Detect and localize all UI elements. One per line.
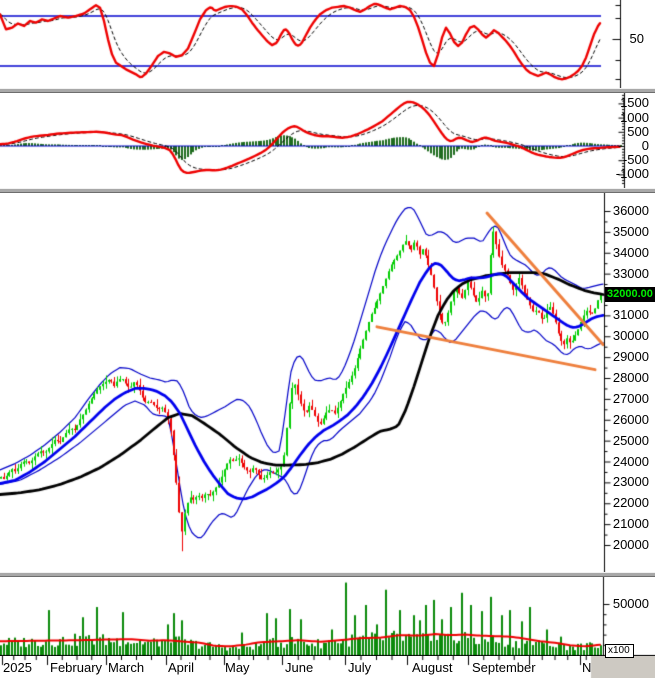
y-tick-label: 23000 <box>612 474 649 490</box>
volume-axis-label: 50000 <box>612 596 649 611</box>
y-tick-label: 30000 <box>612 328 649 344</box>
y-tick-label: 36000 <box>612 203 649 218</box>
x-axis-label: August <box>412 660 453 675</box>
panel-splitter[interactable] <box>0 572 655 577</box>
y-tick-label: 25000 <box>612 432 649 448</box>
y-tick-label: 34000 <box>612 244 649 260</box>
y-tick-label: 0 <box>641 138 649 153</box>
x-axis-label: April <box>168 660 195 675</box>
panel-splitter[interactable] <box>0 188 655 193</box>
y-tick-label: 20000 <box>612 537 649 552</box>
x-axis-label: May <box>225 660 250 675</box>
volume-unit-badge: x100 <box>605 644 634 658</box>
macd-panel-plot[interactable] <box>0 93 655 188</box>
y-tick-label: 500 <box>627 123 649 139</box>
y-tick-label: 1000 <box>620 109 649 125</box>
x-axis-label: 2025 <box>3 660 32 675</box>
x-axis-label: June <box>285 660 314 675</box>
y-tick-label: 1500 <box>620 95 649 111</box>
y-tick-label: 29000 <box>612 349 649 365</box>
volume-panel-plot[interactable] <box>0 577 655 656</box>
candlestick-panel-plot[interactable] <box>0 193 655 572</box>
x-axis-label: March <box>108 660 145 675</box>
y-tick-label: 21000 <box>612 516 649 532</box>
y-tick-label: 28000 <box>612 370 649 385</box>
x-axis-label: February <box>50 660 103 675</box>
y-tick-label: 31000 <box>612 307 649 323</box>
y-tick-label: 33000 <box>612 265 649 281</box>
y-tick-label: -1000 <box>615 166 649 182</box>
x-axis-label: September <box>472 660 536 675</box>
panel-splitter[interactable] <box>0 88 655 93</box>
y-tick-label: 27000 <box>612 390 649 406</box>
current-price-badge: 32000.00 <box>605 287 655 302</box>
y-tick-label: -500 <box>622 152 649 168</box>
y-tick-label: 22000 <box>612 495 649 511</box>
date-axis-strip <box>0 656 655 678</box>
x-axis-label: July <box>348 660 372 675</box>
y-tick-label: 35000 <box>612 223 649 239</box>
stochastic-axis-label: 50 <box>629 31 644 46</box>
stochastic-panel-plot[interactable] <box>0 0 655 88</box>
y-tick-label: 24000 <box>612 453 649 469</box>
y-tick-label: 26000 <box>612 411 649 427</box>
x-axis-label: N <box>582 660 592 675</box>
